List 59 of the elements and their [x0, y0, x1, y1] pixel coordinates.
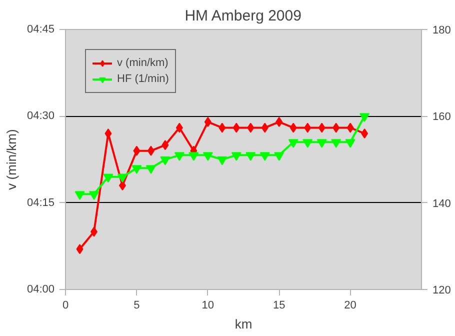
legend-label: v (min/km) [117, 56, 168, 70]
point [176, 122, 183, 133]
point [88, 191, 99, 200]
point [304, 122, 312, 133]
point [290, 122, 297, 133]
x-tick-label: 15 [272, 300, 286, 312]
point [260, 152, 270, 161]
y-tick-label: 04:30 [26, 110, 55, 122]
y2-tick-label: 180 [432, 24, 451, 36]
point [117, 174, 128, 183]
point [160, 156, 170, 166]
point [302, 139, 313, 148]
point [204, 116, 212, 127]
point [276, 116, 283, 127]
x-tick-label: 0 [62, 300, 69, 312]
point [162, 140, 169, 150]
x-tick-label: 20 [344, 300, 356, 312]
point [261, 122, 268, 133]
point [232, 122, 240, 133]
point [218, 122, 226, 133]
y-tick-label: 04:15 [26, 196, 55, 209]
y2-tick-label: 160 [432, 111, 451, 124]
point [147, 146, 154, 156]
point [361, 128, 368, 138]
y-tick-label: 04:00 [26, 284, 55, 296]
point [74, 191, 85, 200]
point [274, 152, 284, 161]
y2-tick-label: 120 [432, 284, 451, 296]
point [246, 152, 256, 161]
legend-label: HF (1/min) [117, 72, 169, 86]
y-axis-title: v (min/km) [4, 129, 19, 190]
point [188, 152, 199, 161]
point [76, 244, 84, 254]
point [231, 152, 242, 161]
y-tick-label: 04:45 [26, 24, 55, 36]
point [288, 139, 298, 148]
point [90, 226, 98, 237]
point [103, 174, 114, 183]
point [202, 152, 213, 161]
point [217, 156, 228, 166]
point [104, 128, 112, 138]
point [118, 180, 126, 190]
y2-tick-label: 140 [432, 198, 451, 210]
point [132, 165, 142, 174]
point [345, 139, 356, 148]
chart-title: HM Amberg 2009 [184, 8, 302, 24]
x-tick-label: 10 [202, 300, 214, 312]
point [146, 165, 156, 174]
point [360, 113, 370, 122]
point [174, 152, 184, 161]
point [133, 146, 140, 156]
point [332, 122, 340, 133]
point [316, 139, 327, 148]
point [331, 139, 342, 148]
point [318, 122, 326, 133]
point [247, 122, 254, 133]
point [346, 122, 354, 133]
x-tick-label: 5 [134, 300, 140, 312]
x-axis-title: km [234, 316, 252, 332]
